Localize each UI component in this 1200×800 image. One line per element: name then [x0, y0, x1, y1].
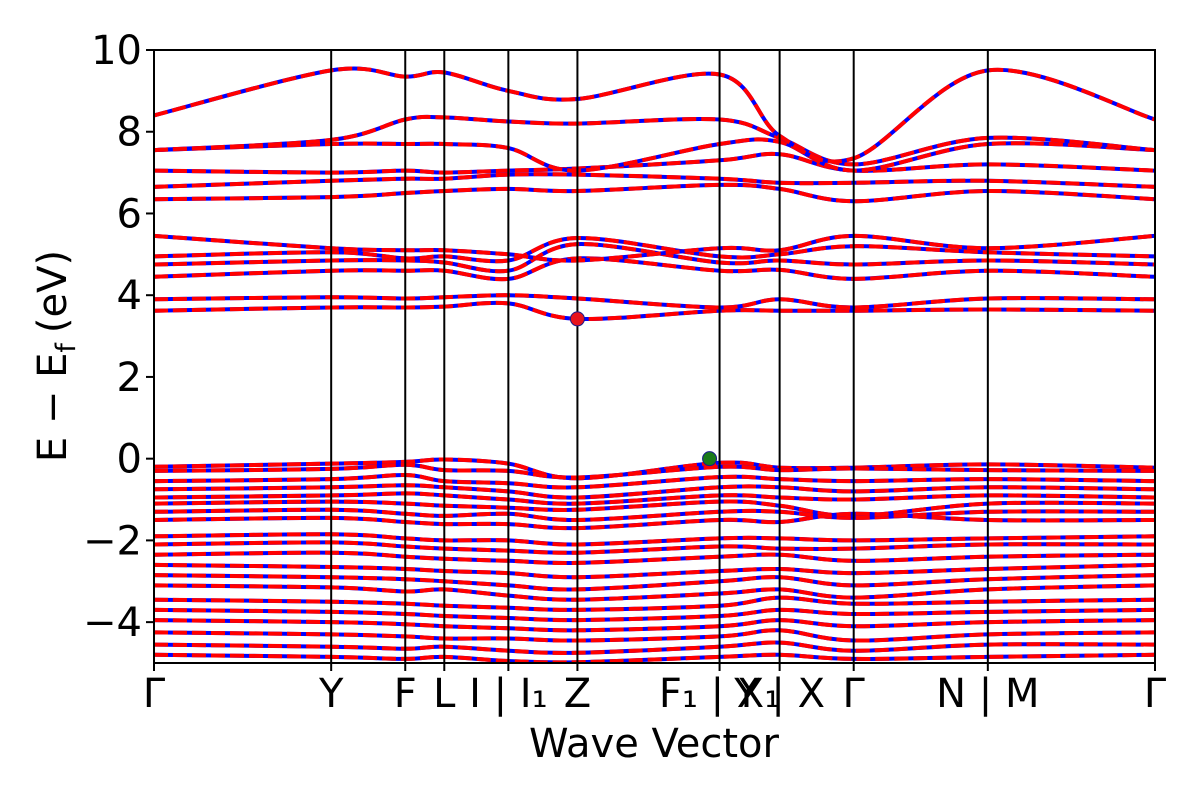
x-axis-title: Wave Vector — [529, 721, 780, 767]
valence-band-16-spin-down — [154, 607, 1155, 623]
x-tick-label: Y — [318, 671, 344, 717]
y-tick-label: 4 — [117, 273, 142, 319]
valence-band-13-spin-down — [154, 573, 1155, 592]
valence-band-5-spin-down — [154, 491, 1155, 506]
high-symmetry-lines — [330, 50, 989, 663]
conduction-band-12-spin-up — [154, 66, 1155, 164]
x-tick-label: Z — [564, 671, 591, 717]
y-tick-label: 6 — [117, 191, 142, 237]
conduction-band-6-spin-down — [154, 233, 1155, 263]
valence-band-12-spin-down — [154, 562, 1155, 580]
x-tick-label: Γ — [1144, 671, 1167, 717]
valence-band-18-spin-down — [154, 628, 1155, 643]
conduction-band-10-spin-down — [154, 137, 1155, 173]
conduction-band-4-spin-down — [154, 242, 1155, 274]
valence-band-9-spin-down — [154, 532, 1155, 547]
y-axis-title-main: E − E — [30, 353, 76, 463]
valence-band-19-spin-down — [154, 640, 1155, 655]
valence-band-2-spin-down — [154, 462, 1155, 480]
conduction-band-11-spin-down — [154, 114, 1155, 167]
y-axis-title-subscript: f — [51, 342, 82, 353]
valence-band-20-spin-down — [154, 652, 1155, 663]
valence-band-15-spin-down — [154, 595, 1155, 612]
x-tick-label: I | I₁ — [469, 671, 548, 717]
y-tick-label: 10 — [91, 28, 142, 74]
valence-band-6-spin-down — [154, 499, 1155, 518]
y-tick-label: −4 — [83, 600, 142, 646]
y-tick-label: −2 — [83, 518, 142, 564]
x-tick-label: Γ — [143, 671, 166, 717]
extrema-markers — [569, 311, 718, 467]
valence-band-4-spin-down — [154, 483, 1155, 500]
x-tick-label: Y | X — [733, 671, 825, 717]
x-tick-label: N | M — [936, 671, 1039, 717]
y-axis-ticks: 10 8 6 4 2 0 −2 −4 — [83, 28, 154, 646]
conduction-band-7-spin-down — [154, 182, 1155, 204]
valence-band-14-spin-down — [154, 583, 1155, 602]
conduction-band-8-spin-down — [154, 172, 1155, 189]
valence-band-3-spin-down — [154, 472, 1155, 490]
plot-frame — [153, 49, 1156, 664]
valence-band-11-spin-down — [154, 550, 1155, 566]
conduction-band-1-spin-down — [154, 300, 1155, 322]
conduction-band-12-spin-down — [154, 66, 1155, 164]
x-tick-label: Γ — [843, 671, 866, 717]
x-tick-label: F₁ | X₁ — [659, 671, 780, 717]
conduction-band-5-spin-down — [154, 235, 1155, 264]
valence-band-17-spin-down — [154, 618, 1155, 633]
conduction-band-2-spin-down — [154, 293, 1155, 310]
x-tick-label: F — [394, 671, 417, 717]
y-tick-label: 2 — [117, 355, 142, 401]
valence-band-8-spin-down — [154, 511, 1155, 531]
vbm-marker — [702, 451, 718, 467]
y-axis-title-unit: (eV) — [30, 250, 76, 333]
valence-band-10-spin-down — [154, 540, 1155, 555]
cbm-marker — [569, 311, 585, 327]
y-tick-label: 8 — [117, 110, 142, 156]
x-tick-label: L — [433, 671, 456, 717]
y-axis-title: E − Ef (eV) — [30, 250, 82, 462]
band-lines — [154, 66, 1155, 663]
y-tick-label: 0 — [117, 437, 142, 483]
valence-band-7-spin-down — [154, 507, 1155, 523]
